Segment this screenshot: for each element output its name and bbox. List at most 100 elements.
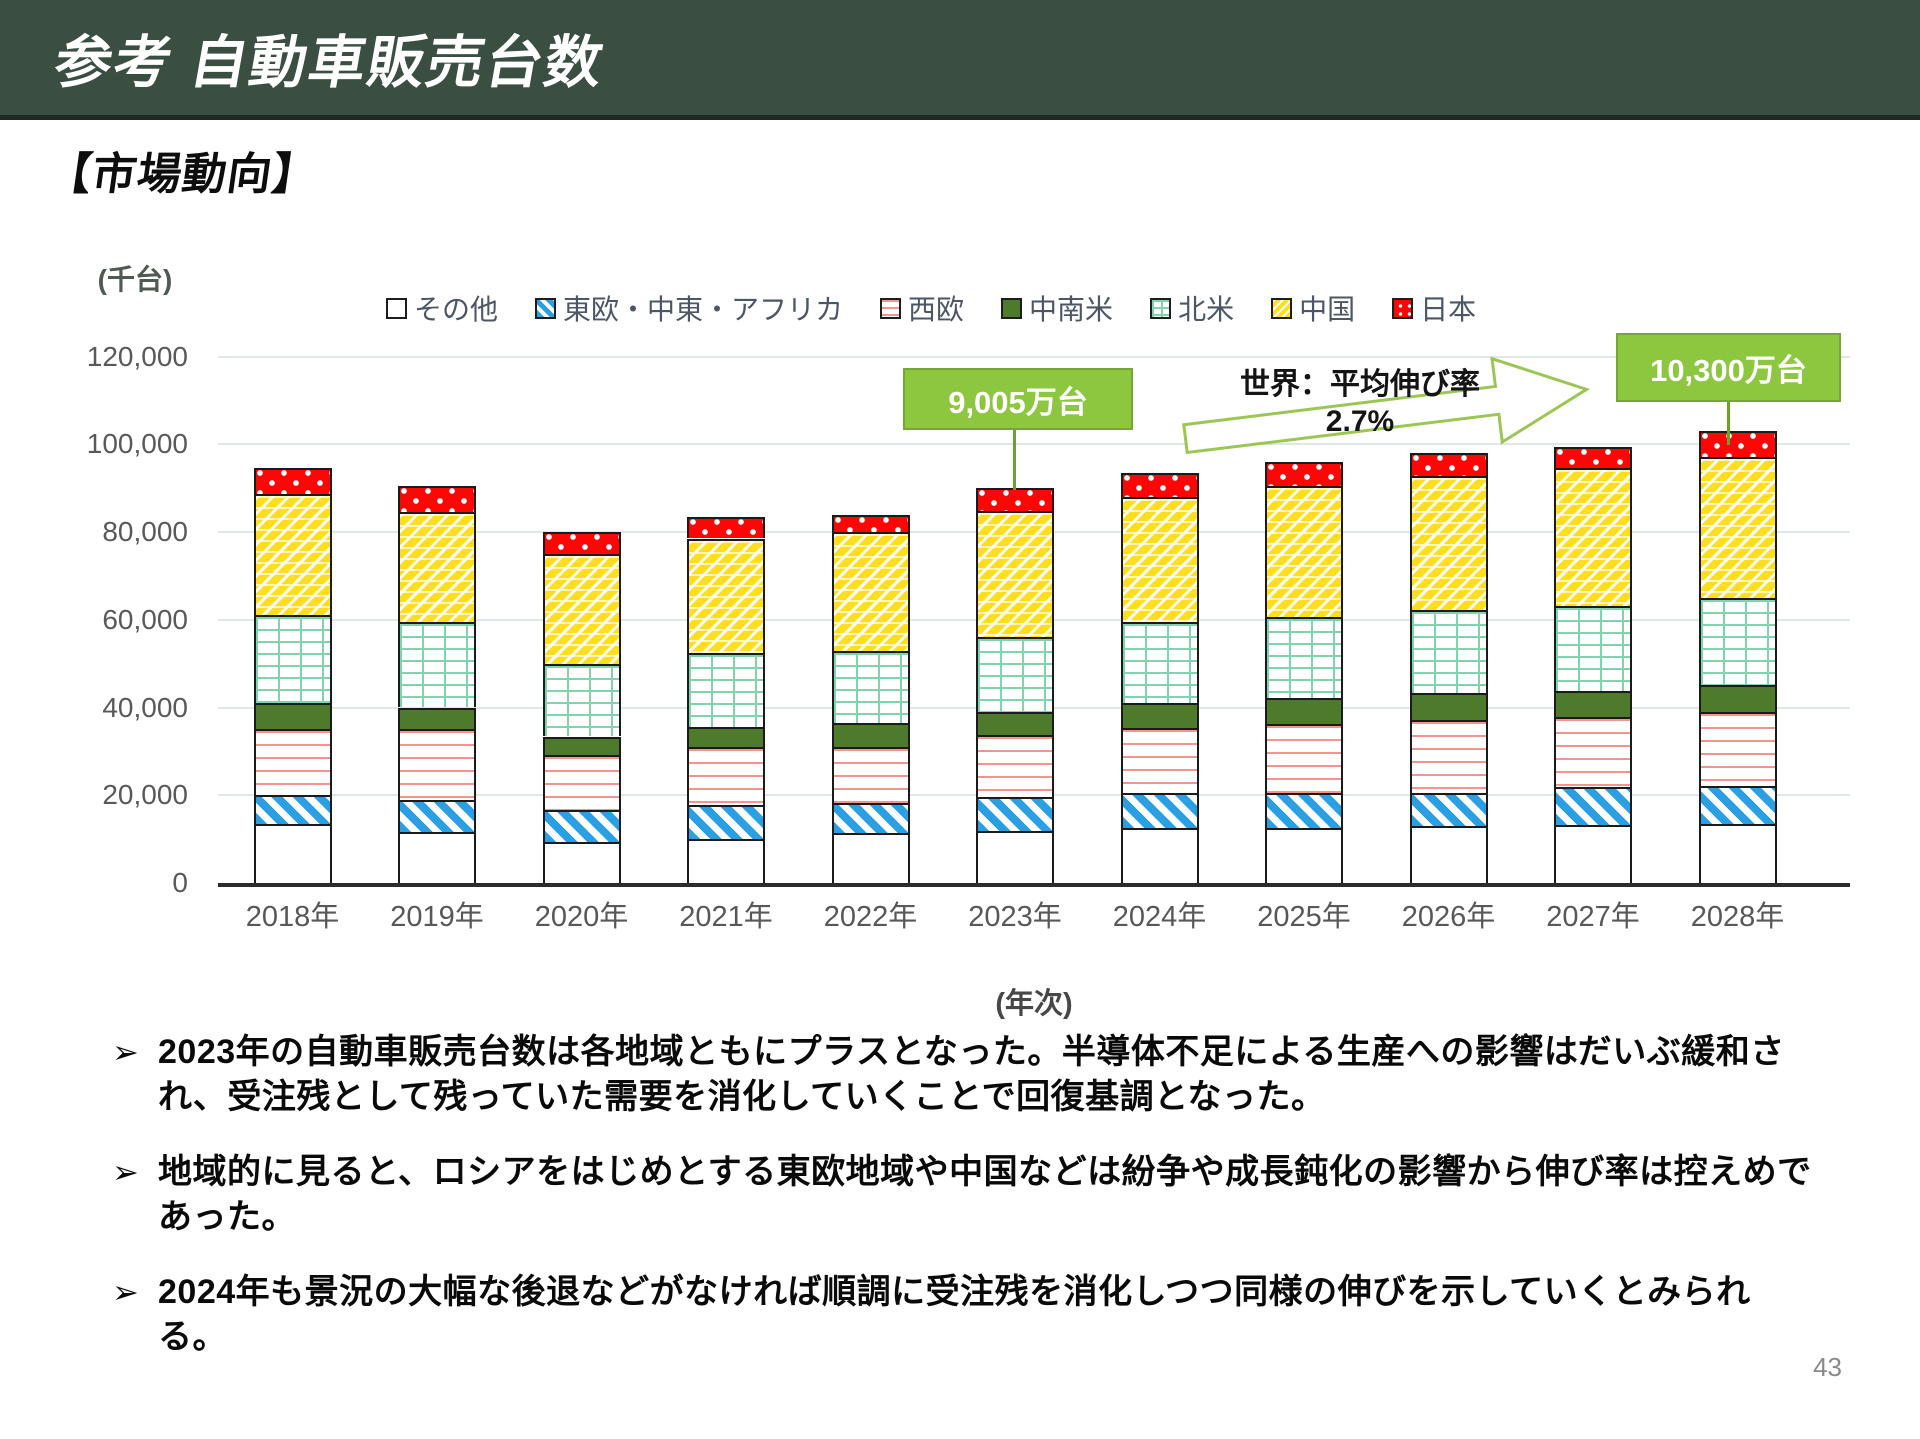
bar-segment-日本: [687, 516, 765, 539]
remarks-list: ➢ 2023年の自動車販売台数は各地域ともにプラスとなった。半導体不足による生産へ…: [112, 1030, 1812, 1390]
gridline: [218, 443, 1850, 446]
bar-segment-北米: [831, 650, 910, 723]
bar-segment-その他: [1265, 827, 1343, 883]
x-tick-label: 2021年: [679, 901, 773, 933]
bar-segment-日本: [253, 467, 332, 494]
y-tick-label: 80,000: [102, 516, 188, 547]
legend-label: 日本: [1420, 294, 1477, 325]
bar-segment-北米: [976, 637, 1054, 712]
bar-segment-日本: [1698, 431, 1777, 457]
bar-segment-北米: [398, 622, 476, 708]
legend-item: 西欧: [880, 288, 964, 328]
header-bar: 参考 自動車販売台数: [0, 0, 1920, 120]
bullet-arrow-icon: ➢: [112, 1274, 139, 1310]
y-tick-label: 20,000: [102, 779, 188, 811]
bar-segment-西欧: [976, 735, 1054, 797]
bar-segment-中南米: [542, 736, 621, 756]
bar-segment-西欧: [253, 728, 332, 795]
bar-segment-東欧・中東・アフリカ: [1265, 793, 1343, 828]
x-tick-label: 2027年: [1546, 901, 1640, 933]
bar-segment-東欧・中東・アフリカ: [687, 804, 765, 840]
x-tick-label: 2019年: [390, 901, 484, 933]
x-tick-label: 2018年: [245, 901, 340, 933]
x-tick-label: 2023年: [968, 901, 1062, 933]
legend-item: 日本: [1392, 288, 1476, 328]
bar-segment-中国: [1120, 496, 1199, 623]
page-title: 参考 自動車販売台数: [49, 30, 610, 95]
callout-leader-2023: [1013, 428, 1016, 490]
bullet-arrow-icon: ➢: [112, 1034, 139, 1070]
bar-segment-日本: [831, 514, 910, 533]
callout-2023: 9,005万台: [903, 368, 1133, 430]
legend-item: 中国: [1271, 288, 1355, 328]
bar-segment-東欧・中東・アフリカ: [1698, 786, 1777, 824]
growth-arrow-icon: [1182, 356, 1591, 455]
bar-segment-中南米: [976, 711, 1054, 736]
bar-segment-日本: [1265, 461, 1343, 486]
bar-segment-その他: [1554, 825, 1632, 883]
bar-segment-東欧・中東・アフリカ: [542, 810, 621, 843]
bar-segment-中南米: [1409, 692, 1488, 720]
bar-segment-日本: [1554, 446, 1632, 469]
bar-segment-北米: [1554, 605, 1632, 691]
bullet-arrow-icon: ➢: [112, 1154, 139, 1190]
bar-segment-その他: [542, 842, 621, 883]
bar-segment-西欧: [1698, 711, 1777, 786]
bar-segment-北米: [542, 663, 621, 737]
legend-item: その他: [386, 288, 498, 328]
x-axis-title: (年次): [995, 988, 1073, 1020]
bar-segment-中国: [1698, 457, 1777, 599]
legend-label: 中南米: [1029, 294, 1114, 325]
bar-segment-中国: [542, 553, 621, 664]
bar-segment-西欧: [831, 747, 910, 804]
bar-segment-中国: [831, 532, 910, 651]
remark-item: ➢ 2023年の自動車販売台数は各地域ともにプラスとなった。半導体不足による生産へ…: [112, 1030, 1812, 1120]
legend-label: その他: [414, 294, 499, 325]
remark-item: ➢ 地域的に見ると、ロシアをはじめとする東欧地域や中国などは紛争や成長鈍化の影響か…: [112, 1150, 1812, 1240]
x-axis-line: [218, 883, 1850, 887]
bar-segment-中国: [1265, 485, 1343, 617]
bar-segment-東欧・中東・アフリカ: [398, 799, 476, 832]
page-number: 43: [1813, 1352, 1842, 1382]
bar-segment-西欧: [1554, 716, 1632, 787]
bar-segment-その他: [1409, 826, 1488, 883]
bar-segment-北米: [253, 614, 332, 703]
bar-segment-日本: [1409, 453, 1488, 477]
y-tick-label: 0: [172, 867, 188, 898]
remark-text: 地域的に見ると、ロシアをはじめとする東欧地域や中国などは紛争や成長鈍化の影響から…: [158, 1153, 1812, 1236]
x-tick-label: 2026年: [1401, 901, 1496, 933]
bar-segment-その他: [687, 839, 765, 883]
chart-legend: その他 東欧・中東・アフリカ 西欧 中南米 北米 中国 日本: [386, 288, 1476, 328]
bar-segment-西欧: [398, 729, 476, 800]
bar-segment-日本: [976, 487, 1054, 512]
y-tick-label: 120,000: [86, 340, 188, 372]
bar-segment-中国: [976, 511, 1054, 638]
bar-segment-西欧: [1409, 719, 1488, 794]
y-tick-label: 40,000: [102, 691, 188, 723]
y-tick-label: 60,000: [102, 603, 188, 635]
remark-text: 2024年も景況の大幅な後退などがなければ順調に受注残を消化しつつ同様の伸びを示…: [158, 1273, 1751, 1356]
legend-label: 中国: [1299, 294, 1356, 325]
legend-item: 中南米: [1001, 288, 1113, 328]
bar-segment-東欧・中東・アフリカ: [831, 803, 910, 833]
legend-label: 北米: [1178, 294, 1235, 325]
bar-segment-日本: [398, 485, 476, 512]
legend-label: 東欧・中東・アフリカ: [563, 294, 844, 325]
remark-text: 2023年の自動車販売台数は各地域ともにプラスとなった。半導体不足による生産への…: [158, 1033, 1785, 1116]
x-tick-label: 2024年: [1112, 901, 1207, 933]
bar-segment-東欧・中東・アフリカ: [1120, 793, 1199, 829]
x-tick-label: 2022年: [823, 901, 918, 933]
legend-label: 西欧: [908, 294, 965, 325]
growth-note: 世界：平均伸び率 2.7%: [1215, 366, 1505, 440]
x-tick-label: 2020年: [534, 901, 629, 933]
section-title: 【市場動向】: [43, 150, 321, 199]
bar-segment-日本: [542, 532, 621, 554]
bar-segment-中国: [253, 493, 332, 615]
bar-segment-東欧・中東・アフリカ: [1409, 793, 1488, 826]
bar-segment-中国: [1409, 476, 1488, 610]
bar-segment-東欧・中東・アフリカ: [976, 797, 1054, 832]
bar-segment-中南米: [253, 702, 332, 729]
bar-segment-北米: [1265, 616, 1343, 698]
legend-swatch-yellow-diagonal-icon: [1271, 297, 1293, 319]
callout-leader-2028: [1727, 400, 1730, 445]
